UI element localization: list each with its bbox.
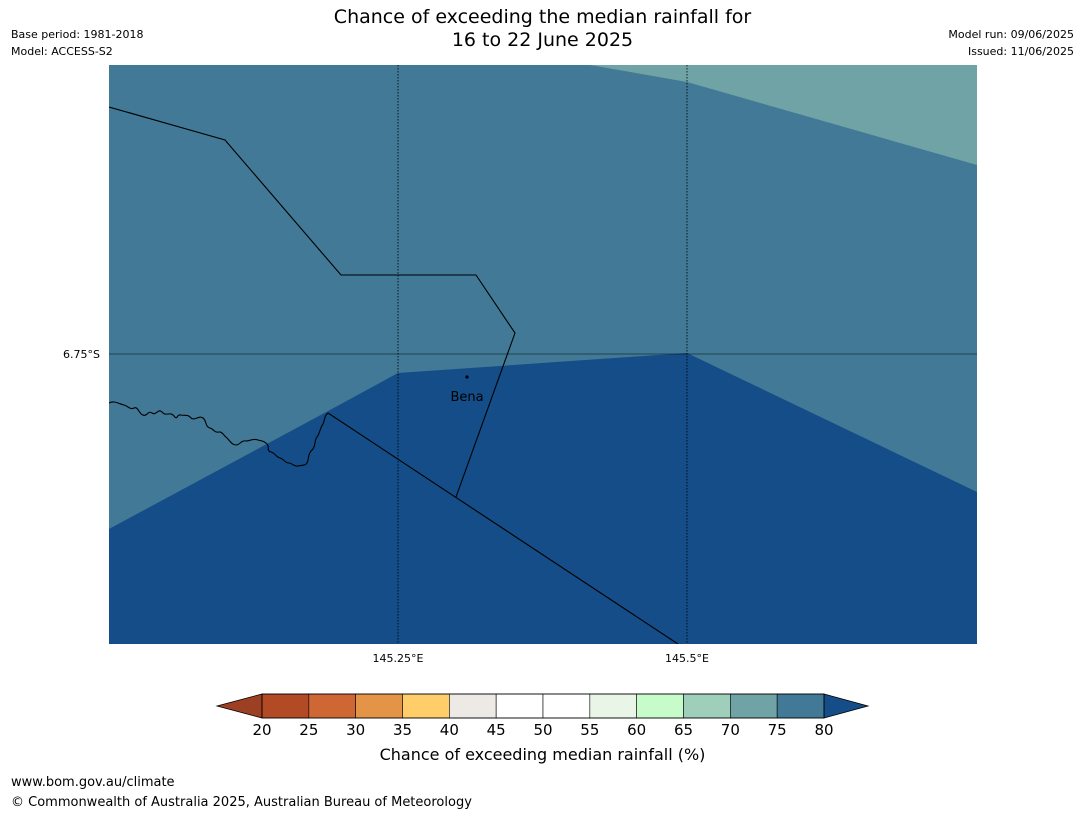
colorbar-tick-label: 50 xyxy=(533,721,552,739)
colorbar-tick-label: 30 xyxy=(346,721,365,739)
colorbar-swatch xyxy=(730,693,778,719)
latitude-label: 6.75°S xyxy=(63,348,100,361)
map-area xyxy=(109,65,977,644)
chart-title: Chance of exceeding the median rainfall … xyxy=(0,6,1085,52)
colorbar-swatch xyxy=(355,693,403,719)
colorbar-tick-label: 45 xyxy=(487,721,506,739)
footer-copyright: © Commonwealth of Australia 2025, Austra… xyxy=(11,795,472,810)
colorbar-over-arrow xyxy=(823,693,870,719)
colorbar-title: Chance of exceeding median rainfall (%) xyxy=(379,745,706,764)
colorbar-tick-label: 25 xyxy=(299,721,318,739)
zone-65-70 xyxy=(590,65,977,165)
longitude-label: 145.25°E xyxy=(373,652,424,665)
colorbar-tick-label: 70 xyxy=(721,721,740,739)
colorbar-tick-label: 80 xyxy=(814,721,833,739)
province-boundary xyxy=(327,412,679,644)
title-line-2: 16 to 22 June 2025 xyxy=(451,29,634,51)
colorbar-swatch xyxy=(261,693,310,719)
meta-left: Base period: 1981-2018 Model: ACCESS-S2 xyxy=(11,26,143,60)
title-line-1: Chance of exceeding the median rainfall … xyxy=(333,6,752,28)
colorbar-tick-label: 65 xyxy=(674,721,693,739)
colorbar-swatch xyxy=(495,693,544,719)
colorbar-swatch xyxy=(402,693,450,719)
colorbar-under-arrow xyxy=(215,693,263,719)
colorbar-tick-label: 35 xyxy=(393,721,412,739)
colorbar-tick-label: 75 xyxy=(768,721,787,739)
colorbar-swatch xyxy=(636,693,684,719)
colorbar-outline xyxy=(261,693,825,719)
colorbar-tick-label: 40 xyxy=(440,721,459,739)
footer-url: www.bom.gov.au/climate xyxy=(11,775,175,790)
issued-text: Issued: 11/06/2025 xyxy=(967,45,1074,58)
meta-right: Model run: 09/06/2025 Issued: 11/06/2025 xyxy=(948,26,1074,60)
longitude-label: 145.5°E xyxy=(665,652,709,665)
place-label: Bena xyxy=(450,390,483,405)
colorbar-swatch xyxy=(542,693,591,719)
river-boundary xyxy=(109,401,329,467)
model-text: Model: ACCESS-S2 xyxy=(11,45,113,58)
colorbar-tick-label: 60 xyxy=(627,721,646,739)
colorbar-swatch xyxy=(683,693,731,719)
base-period-text: Base period: 1981-2018 xyxy=(11,28,144,41)
colorbar-swatch xyxy=(776,693,825,719)
model-run-text: Model run: 09/06/2025 xyxy=(948,28,1074,41)
colorbar-tick-label: 55 xyxy=(580,721,599,739)
colorbar-swatch xyxy=(308,693,356,719)
colorbar-tick-label: 20 xyxy=(252,721,271,739)
colorbar-swatch xyxy=(449,693,497,719)
colorbar: 20 25 30 35 40 45 50 55 60 65 70 75 80 xyxy=(215,693,870,739)
zone-80-plus xyxy=(109,353,977,644)
place-dot xyxy=(465,375,469,379)
colorbar-swatch xyxy=(589,693,637,719)
province-boundary xyxy=(109,106,516,498)
